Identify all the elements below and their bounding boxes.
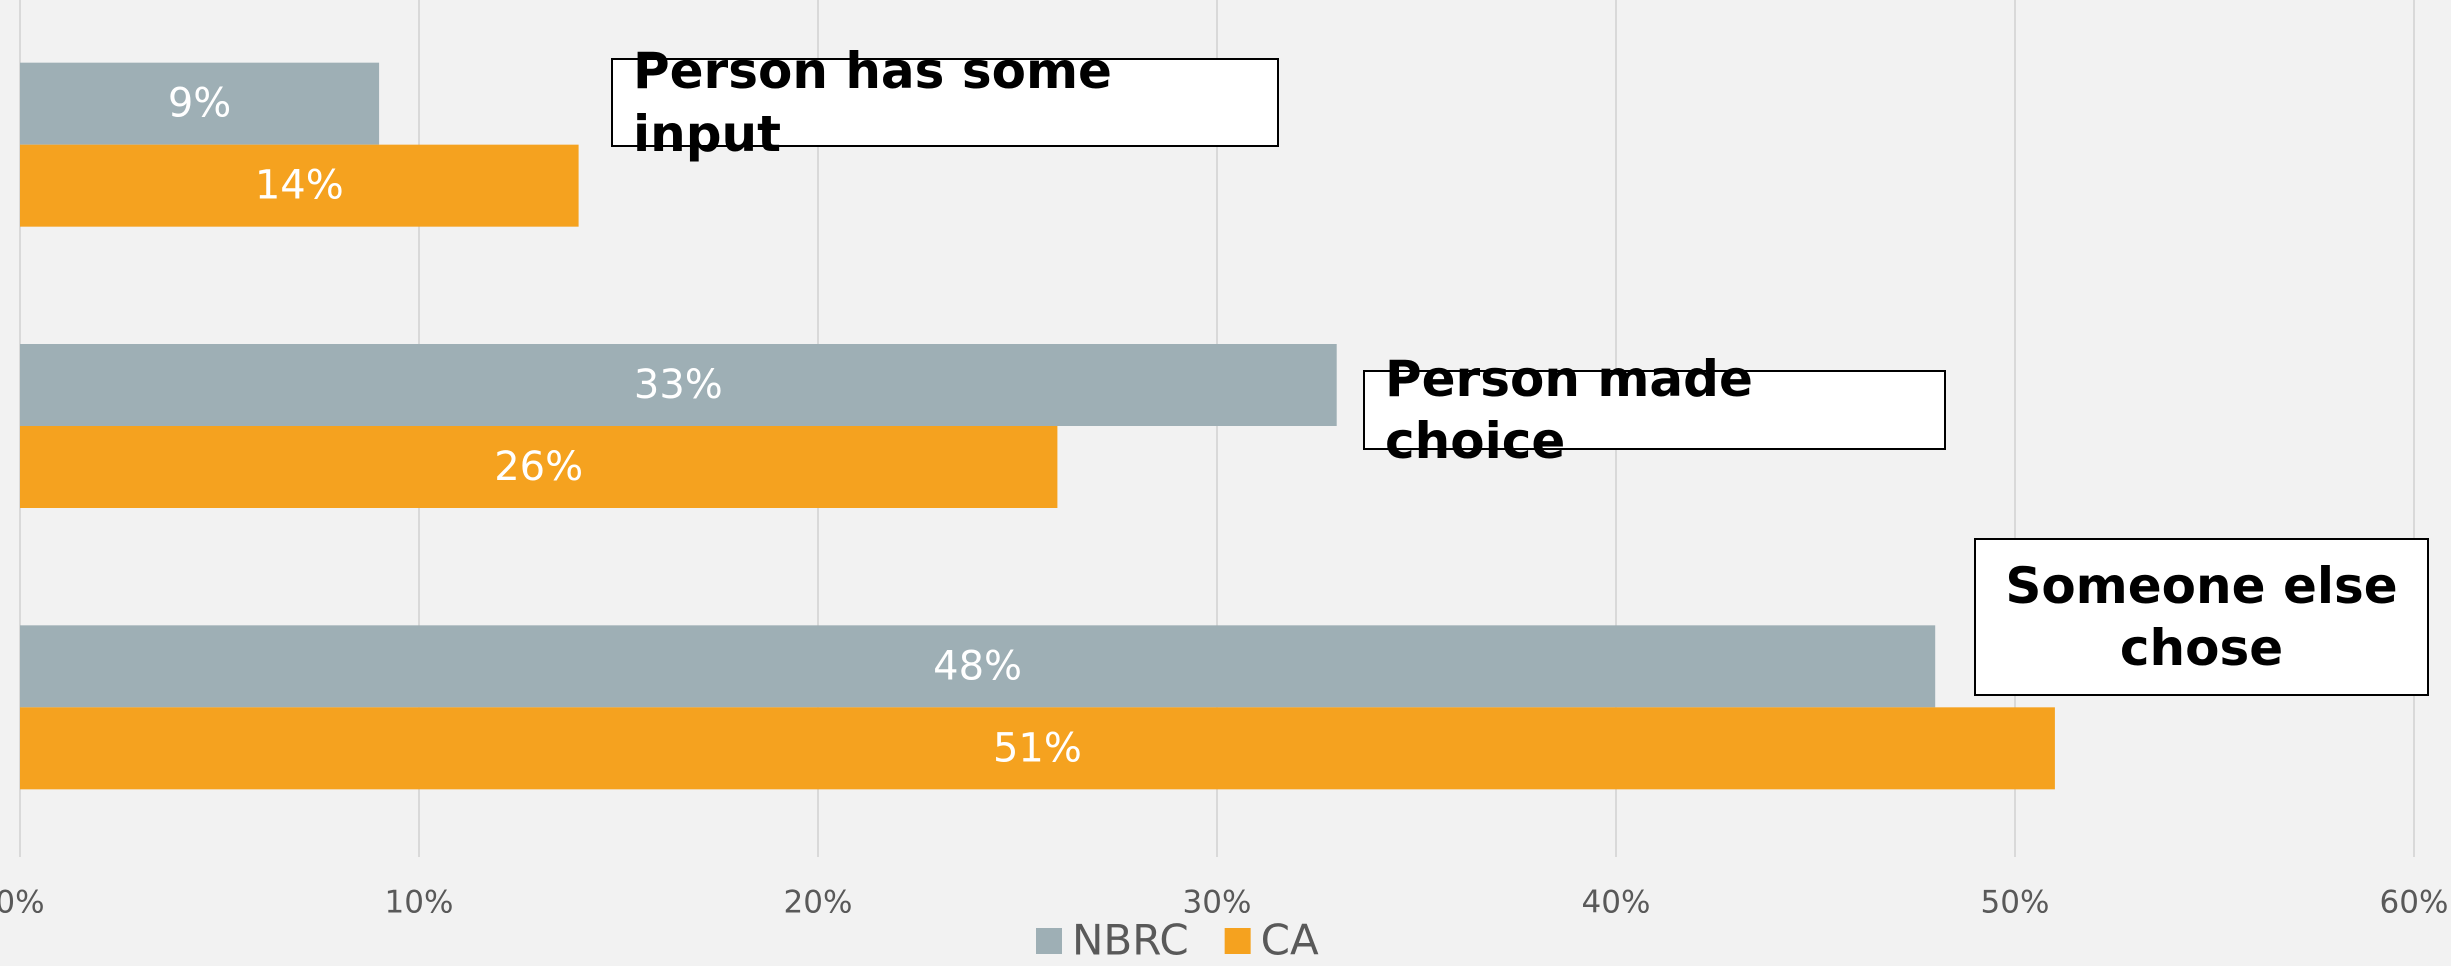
bar: [20, 62, 380, 145]
legend-swatch: [1036, 928, 1062, 954]
x-tick-label: 40%: [1582, 885, 1651, 921]
data-label: 14%: [255, 163, 344, 209]
legend-swatch: [1224, 928, 1251, 954]
x-tick-label: 20%: [784, 885, 853, 921]
bar: [20, 426, 1058, 508]
category-label: Person has some input: [611, 42, 1279, 163]
legend-label: CA: [1261, 916, 1319, 965]
x-tick-label: 60%: [2380, 885, 2449, 921]
x-tick-label: 10%: [385, 885, 454, 921]
x-tick-label: 50%: [1981, 885, 2050, 921]
x-tick-label: 30%: [1183, 885, 1252, 921]
bar: [20, 625, 1936, 708]
data-label: 33%: [634, 362, 723, 408]
data-label: 26%: [494, 444, 583, 490]
data-label: 9%: [168, 81, 231, 127]
data-label: 51%: [993, 725, 1082, 771]
category-label: Someone else chose: [1974, 538, 2429, 696]
legend-label: NBRC: [1072, 916, 1189, 965]
x-tick-label: 0%: [0, 885, 45, 921]
data-label: 48%: [933, 643, 1022, 689]
bar: [20, 707, 2055, 790]
bar: [20, 344, 1337, 426]
bar: [20, 144, 579, 227]
category-label: Person made choice: [1363, 350, 1946, 470]
